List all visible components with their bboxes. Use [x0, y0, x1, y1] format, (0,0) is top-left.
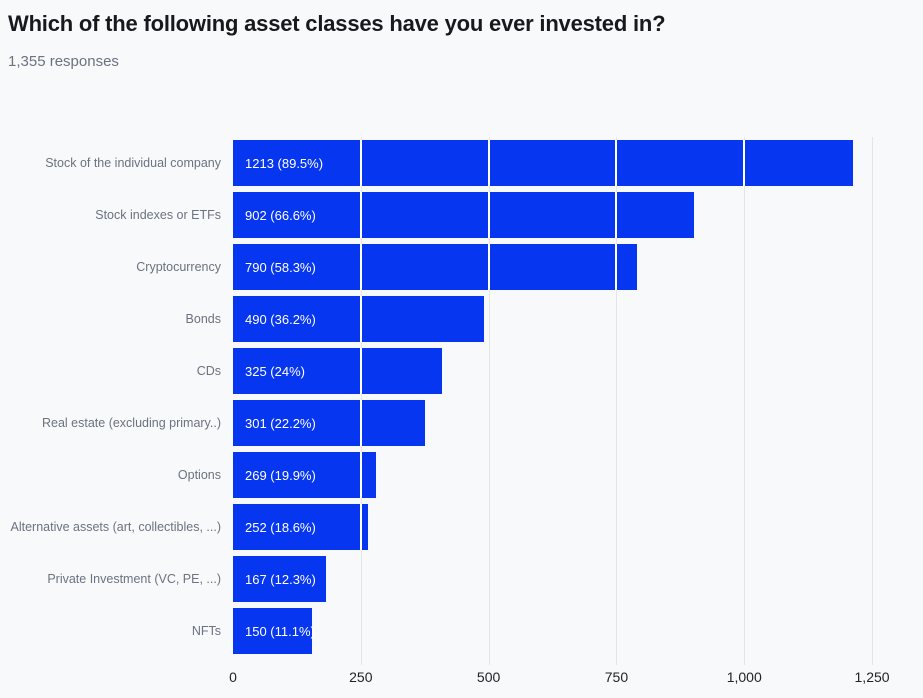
x-axis-tick-label: 250	[349, 669, 373, 685]
category-label: Cryptocurrency	[136, 259, 221, 274]
bar-gridline	[743, 140, 746, 186]
bar-chart: Stock of the individual company 1213 (89.…	[8, 137, 915, 687]
bar-gridline	[359, 348, 362, 394]
bar-track: 490 (36.2%)	[233, 296, 915, 342]
bar-gridline	[615, 192, 618, 238]
category-label: Stock indexes or ETFs	[95, 207, 221, 222]
bar: 252 (18.6%)	[233, 504, 369, 550]
plot-area: Stock of the individual company 1213 (89.…	[8, 137, 915, 665]
bar-gridline	[359, 504, 362, 550]
chart-row: CDs 325 (24%)	[8, 345, 915, 397]
chart-row: Alternative assets (art, collectibles, .…	[8, 501, 915, 553]
gridline	[488, 137, 490, 665]
bar-gridline	[487, 192, 490, 238]
bar-gridline	[359, 296, 362, 342]
chart-title: Which of the following asset classes hav…	[8, 11, 666, 36]
bar-track: 252 (18.6%)	[233, 504, 915, 550]
bar-track: 325 (24%)	[233, 348, 915, 394]
bar-gridline	[359, 140, 362, 186]
bar-value-label: 269 (19.9%)	[245, 467, 316, 483]
chart-row: Real estate (excluding primary..) 301 (22…	[8, 397, 915, 449]
bar-value-label: 167 (12.3%)	[245, 571, 316, 587]
chart-row: Stock of the individual company 1213 (89.…	[8, 137, 915, 189]
bar-track: 790 (58.3%)	[233, 244, 915, 290]
bar-value-label: 490 (36.2%)	[245, 311, 316, 327]
chart-row: Cryptocurrency 790 (58.3%)	[8, 241, 915, 293]
chart-row: Stock indexes or ETFs 902 (66.6%)	[8, 189, 915, 241]
bar: 150 (11.1%)	[233, 608, 315, 654]
bar: 301 (22.2%)	[233, 400, 426, 446]
chart-row: NFTs 150 (11.1%)	[8, 605, 915, 657]
bar-value-label: 790 (58.3%)	[245, 259, 316, 275]
bar: 1213 (89.5%)	[233, 140, 853, 186]
bar-gridline	[615, 140, 618, 186]
bar-track: 902 (66.6%)	[233, 192, 915, 238]
chart-row: Bonds 490 (36.2%)	[8, 293, 915, 345]
bar: 902 (66.6%)	[233, 192, 695, 238]
x-axis-tick-label: 0	[229, 669, 237, 685]
bar: 325 (24%)	[233, 348, 442, 394]
x-axis-tick-label: 500	[476, 669, 501, 685]
category-label: Stock of the individual company	[45, 155, 221, 170]
bar-track: 1213 (89.5%)	[233, 140, 915, 186]
bar-value-label: 1213 (89.5%)	[245, 155, 324, 171]
bar-gridline	[359, 452, 362, 498]
bar-gridline	[359, 192, 362, 238]
category-label: Alternative assets (art, collectibles, .…	[10, 519, 222, 534]
category-label: CDs	[196, 363, 221, 378]
bar: 269 (19.9%)	[233, 452, 377, 498]
bar-track: 167 (12.3%)	[233, 556, 915, 602]
bar-value-label: 325 (24%)	[245, 363, 305, 379]
bar-gridline	[487, 140, 490, 186]
response-count: 1,355 responses	[8, 53, 119, 70]
bar: 167 (12.3%)	[233, 556, 326, 602]
bar-gridline	[359, 244, 362, 290]
gridline	[872, 137, 874, 665]
category-label: Options	[177, 467, 221, 482]
gridline	[744, 137, 746, 665]
gridline	[616, 137, 618, 665]
chart-row: Options 269 (19.9%)	[8, 449, 915, 501]
bar-gridline	[487, 244, 490, 290]
bar: 490 (36.2%)	[233, 296, 484, 342]
x-axis: 0 250 500 750 1,000 1,250	[229, 669, 915, 687]
chart-rows: Stock of the individual company 1213 (89.…	[8, 137, 915, 657]
bar-gridline	[359, 400, 362, 446]
bar-track: 269 (19.9%)	[233, 452, 915, 498]
bar: 790 (58.3%)	[233, 244, 637, 290]
category-label: Private Investment (VC, PE, ...)	[47, 571, 221, 586]
category-label: Real estate (excluding primary..)	[41, 415, 221, 430]
bar-gridline	[615, 244, 618, 290]
x-axis-tick-label: 750	[604, 669, 629, 685]
bar-value-label: 902 (66.6%)	[245, 207, 316, 223]
x-axis-tick-label: 1,000	[726, 669, 762, 685]
bar-value-label: 252 (18.6%)	[245, 519, 316, 535]
bar-value-label: 150 (11.1%)	[245, 623, 315, 639]
x-axis-tick-label: 1,250	[854, 669, 890, 685]
chart-row: Private Investment (VC, PE, ...) 167 (12.…	[8, 553, 915, 605]
bar-track: 301 (22.2%)	[233, 400, 915, 446]
bar-value-label: 301 (22.2%)	[245, 415, 316, 431]
bar-track: 150 (11.1%)	[233, 608, 915, 654]
category-label: Bonds	[185, 311, 221, 326]
category-label: NFTs	[191, 623, 221, 638]
